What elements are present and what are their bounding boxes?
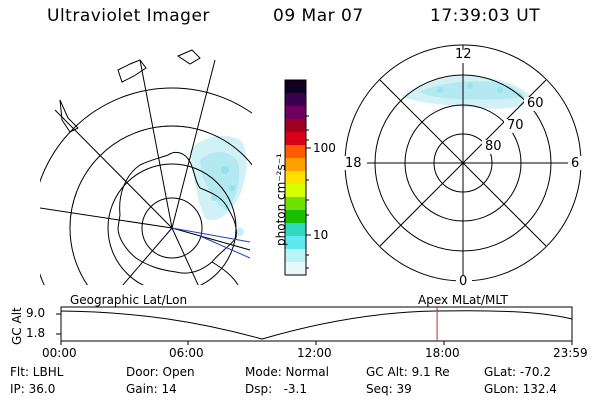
image-time: 17:39:03 UT: [430, 6, 541, 26]
map-horizon-circle: [40, 87, 252, 285]
polar-label-mlt-18: 18: [345, 156, 362, 171]
image-date: 09 Mar 07: [273, 6, 364, 26]
info-gc-alt: GC Alt: 9.1 Re: [366, 365, 450, 379]
timeline-x-ticks: [60, 341, 573, 345]
timeline-right-title: Apex MLat/MLT: [418, 293, 508, 307]
colorbar-unit-label: photon cm⁻²s⁻¹: [274, 153, 288, 246]
geo-aurora-emission: [190, 135, 247, 236]
timeline-left-title: Geographic Lat/Lon: [70, 293, 188, 307]
colorbar-swatch: [285, 249, 306, 263]
polar-spokes: [345, 45, 581, 281]
colorbar-swatch: [285, 145, 306, 159]
info-door: Door: Open: [126, 365, 195, 379]
antarctica-coastline: [117, 151, 237, 274]
polar-label-mlt-6: 6: [571, 156, 580, 171]
new-zealand-coastline: [117, 49, 201, 83]
polar-plot: [341, 44, 582, 290]
colorbar-swatch: [285, 236, 306, 250]
australia-coastline: [59, 99, 79, 133]
gc-altitude-curve: [60, 310, 573, 340]
timeline-y-tick-bottom: 1.8: [26, 326, 46, 340]
colorbar-swatch: [285, 80, 306, 94]
geographic-map: [40, 49, 252, 285]
timeline-x-tick-1800: 18:00: [425, 346, 460, 360]
timeline-frame: [60, 306, 573, 342]
colorbar-swatch: [285, 171, 306, 185]
colorbar-swatch: [285, 158, 306, 172]
polar-label-mlt-0: 0: [459, 274, 468, 289]
polar-label-lat-60: 60: [527, 96, 544, 111]
latitude-circle: [69, 125, 252, 285]
info-glon: GLon: 132.4: [484, 382, 557, 396]
timeline-x-tick-2359: 23:59: [553, 346, 588, 360]
polar-label-mlt-12: 12: [455, 47, 472, 62]
colorbar-swatch: [285, 197, 306, 211]
colorbar-tick-10: 10: [313, 228, 329, 242]
timeline-panel: [56, 306, 573, 345]
latitude-circle: [141, 197, 203, 259]
satellite-track: [171, 227, 251, 259]
antarctic-peninsula: [211, 261, 239, 285]
colorbar-swatch: [285, 93, 306, 107]
timeline-x-tick-1200: 12:00: [297, 346, 332, 360]
info-mode: Mode: Normal: [245, 365, 329, 379]
colorbar-swatch: [285, 262, 306, 276]
colorbar-ticks: [306, 115, 311, 269]
polar-label-lat-70: 70: [507, 118, 524, 133]
info-seq: Seq: 39: [366, 382, 412, 396]
info-filter: Flt: LBHL: [10, 365, 64, 379]
colorbar-swatch: [285, 132, 306, 146]
timeline-y-axis-label: GC Alt: [10, 307, 24, 345]
timeline-x-tick-0000: 00:00: [42, 346, 77, 360]
colorbar-tick-100: 100: [313, 141, 336, 155]
colorbar-swatch: [285, 184, 306, 198]
colorbar-swatch: [285, 119, 306, 133]
colorbar-frame: [284, 79, 307, 276]
colorbar-swatch: [285, 106, 306, 120]
info-dsp: Dsp: -3.1: [245, 382, 308, 396]
colorbar-swatch: [285, 210, 306, 224]
image-title: Ultraviolet Imager: [47, 6, 210, 26]
timeline-y-tick-top: 9.0: [26, 306, 46, 320]
polar-aurora-emission: [402, 75, 533, 109]
info-gain: Gain: 14: [126, 382, 177, 396]
polar-label-lat-80: 80: [485, 139, 502, 154]
colorbar-swatch: [285, 223, 306, 237]
timeline-y-ticks: [56, 313, 61, 335]
info-ip: IP: 36.0: [10, 382, 56, 396]
colorbar: [285, 80, 306, 276]
info-glat: GLat: -70.2: [484, 365, 551, 379]
timeline-x-tick-0600: 06:00: [169, 346, 204, 360]
